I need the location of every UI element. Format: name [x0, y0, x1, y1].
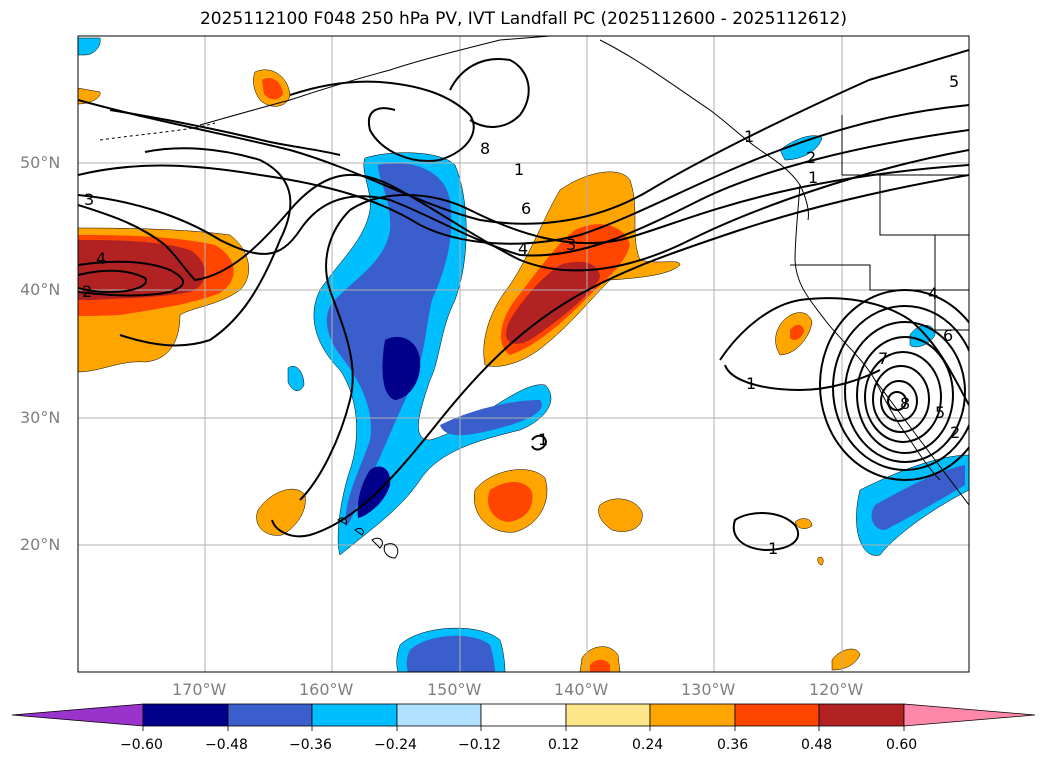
contour-label: 2 [950, 423, 960, 442]
positive-anomaly-s3-core [590, 659, 610, 672]
contour-label: 6 [943, 326, 953, 345]
colorbar-tick-label: 0.24 [632, 737, 664, 753]
bc-coast [759, 149, 809, 221]
negative-anomaly-deepest [382, 336, 421, 400]
colorbar-tick-label: 0.36 [717, 737, 749, 753]
colorbar-extend-high [903, 703, 1036, 727]
positive-anomaly-sw [256, 488, 306, 536]
lat-label: 20°N [20, 535, 61, 554]
colorbar-segment [142, 703, 229, 727]
contour-label: 8 [480, 139, 490, 158]
colorbar-segment [649, 703, 736, 727]
colorbar [11, 703, 1036, 731]
positive-anomaly-baja-core [790, 324, 804, 340]
map-title: 2025112100 F048 250 hPa PV, IVT Landfall… [199, 9, 847, 29]
map-plot-area: 8 1 6 4 3 4 2 3 1 2 1 5 4 6 7 8 5 2 1 1 … [78, 36, 969, 672]
plot-frame [77, 35, 970, 673]
contour-label: 4 [928, 284, 938, 303]
alaska-peninsula [199, 99, 291, 126]
contour-label: 1 [744, 127, 754, 146]
contour-label: 3 [566, 235, 576, 254]
colorbar-tick-label: 0.60 [886, 737, 918, 753]
colorbar-segment [311, 703, 398, 727]
lon-label: 170°W [172, 680, 227, 699]
hawaii-3 [371, 537, 383, 549]
colorbar-segment [565, 703, 651, 727]
colorbar-tick-label: −0.60 [120, 737, 163, 753]
contour-label: 5 [935, 403, 945, 422]
contour-label: 1 [538, 430, 548, 449]
gulf-alaska-coast [599, 39, 761, 151]
alaska-coast [289, 36, 551, 101]
positive-anomaly-ridge-core [506, 261, 600, 344]
lon-label: 140°W [554, 680, 609, 699]
colorbar-tick-label: −0.36 [289, 737, 332, 753]
colorbar-segment [734, 703, 820, 727]
aleutians [99, 122, 216, 141]
lon-label: 130°W [681, 680, 736, 699]
colorbar-segment [818, 703, 905, 727]
contour-label: 1 [746, 374, 756, 393]
us-west-coast [794, 184, 969, 506]
colorbar-extend-low [11, 703, 144, 727]
contour-label: 5 [949, 72, 959, 91]
lat-label: 40°N [20, 280, 61, 299]
positive-anomaly-s1-core [488, 482, 533, 522]
contour-label: 3 [84, 190, 94, 209]
negative-anomaly-deepest-south [357, 466, 391, 518]
lon-label: 150°W [427, 680, 482, 699]
negative-anomaly-nw [78, 37, 101, 56]
colorbar-segment [227, 703, 313, 727]
contour-label: 6 [521, 199, 531, 218]
negative-anomaly-ne [779, 135, 823, 161]
negative-anomaly-ca [909, 325, 936, 348]
contour-label: 8 [900, 394, 910, 413]
contour-label: 7 [878, 349, 888, 368]
state-line-2 [790, 264, 969, 291]
colorbar-tick-label: −0.12 [458, 737, 501, 753]
colorbar-segment [396, 703, 482, 727]
lat-label: 50°N [20, 153, 61, 172]
baja [874, 379, 941, 481]
lat-label: 30°N [20, 408, 61, 427]
colorbar-segment [480, 703, 567, 727]
coastlines [99, 36, 969, 559]
contour-labels: 8 1 6 4 3 4 2 3 1 2 1 5 4 6 7 8 5 2 1 1 … [82, 72, 960, 558]
colorbar-tick-label: −0.48 [205, 737, 248, 753]
contour-label: 2 [806, 148, 816, 167]
negative-anomaly-south-core [406, 635, 495, 672]
positive-anomaly-trough-ext [817, 556, 824, 566]
negative-anomaly-small [287, 366, 305, 391]
graticule [78, 36, 969, 672]
positive-anomaly-s5 [794, 518, 813, 529]
contour-label: 4 [518, 239, 528, 258]
colorbar-tick-label: 0.48 [801, 737, 833, 753]
state-line-1 [879, 175, 969, 236]
lon-label: 120°W [809, 680, 864, 699]
contour-label: 2 [82, 282, 92, 301]
contour-label: 1 [514, 160, 524, 179]
negative-anomaly-se-core [871, 465, 965, 530]
colorbar-tick-label: 0.12 [548, 737, 580, 753]
contour-label: 1 [808, 168, 818, 187]
pv-anomaly-fills [78, 37, 969, 672]
hawaii-2 [354, 527, 364, 536]
lon-label: 160°W [299, 680, 354, 699]
positive-anomaly-s4 [831, 648, 861, 671]
colorbar-tick-label: −0.24 [374, 737, 417, 753]
ivt-contours [78, 49, 969, 552]
contour-label: 1 [768, 539, 778, 558]
positive-anomaly-n-core [262, 77, 283, 100]
contour-label: 4 [96, 249, 106, 268]
hawaii-big [383, 543, 399, 559]
positive-anomaly-s2 [598, 498, 643, 532]
